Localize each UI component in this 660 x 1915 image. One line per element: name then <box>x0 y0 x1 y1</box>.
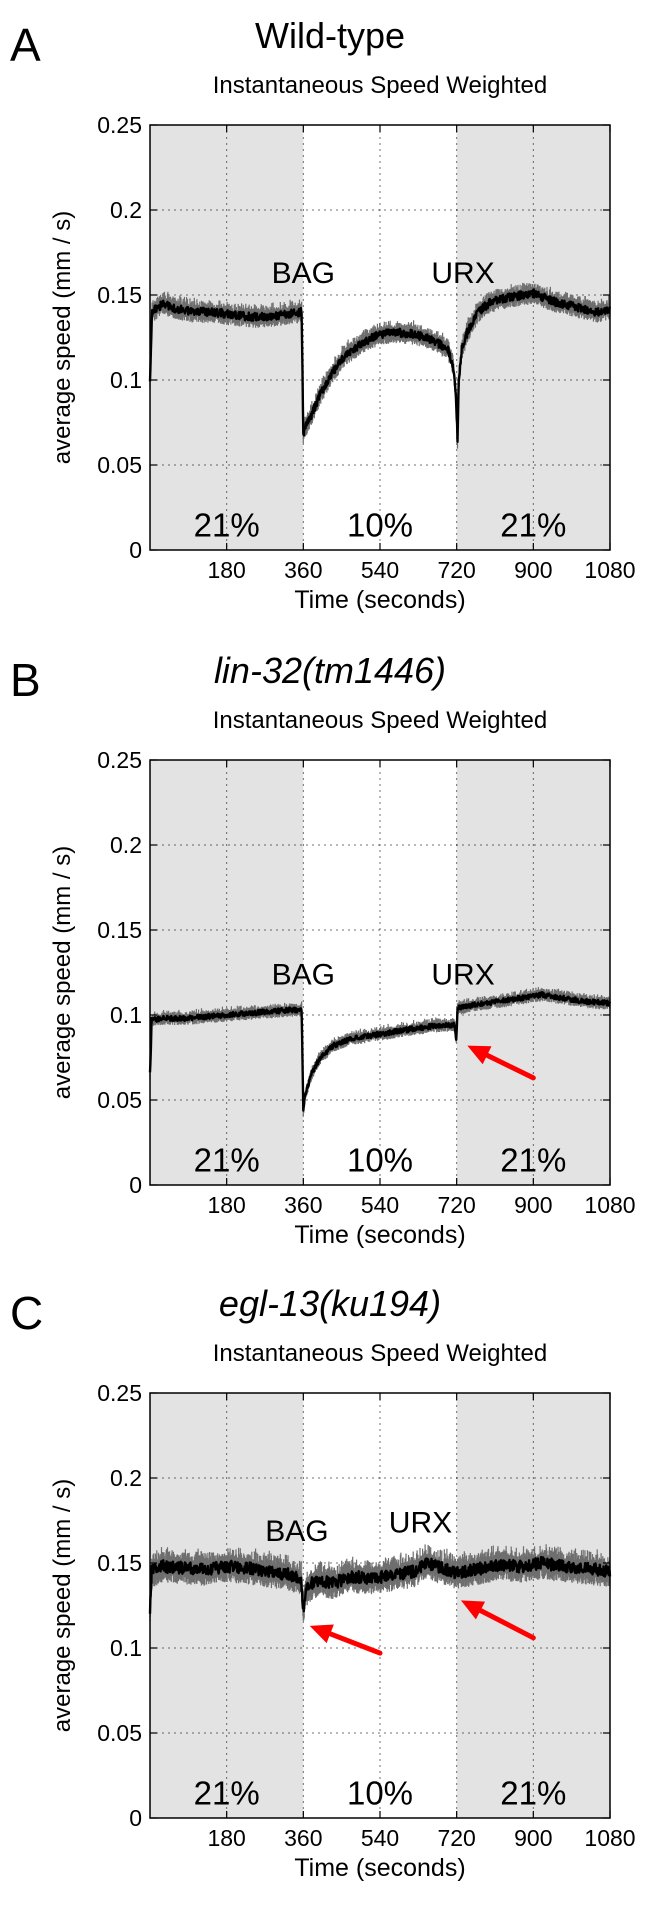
plot-title: Instantaneous Speed Weighted <box>212 1340 548 1367</box>
y-tick-label: 0.1 <box>110 1002 142 1028</box>
red-arrow <box>309 1624 383 1656</box>
x-tick-label: 1080 <box>584 557 635 583</box>
oxygen-label: 21% <box>194 1774 260 1811</box>
arrow-head <box>309 1624 334 1644</box>
oxygen-label: 10% <box>347 506 413 543</box>
x-tick-label: 360 <box>284 557 322 583</box>
oxygen-label: 21% <box>194 1141 260 1178</box>
y-tick-label: 0.2 <box>110 197 142 223</box>
y-tick-label: 0.25 <box>97 747 142 773</box>
x-axis-label: Time (seconds) <box>294 1221 465 1249</box>
y-axis-label: average speed (mm / s) <box>49 846 76 1099</box>
x-tick-label: 180 <box>207 557 245 583</box>
chart-svg: 180 360 540 720 900 1080 0 0.05 0.1 0.15 0.2 0.25 Ti… <box>49 112 636 614</box>
neuron-annotation: URX <box>431 257 494 290</box>
panel-letter: A <box>10 19 41 71</box>
x-tick-label: 720 <box>437 1825 475 1851</box>
speed-trace <box>148 288 612 443</box>
chart-panel-a: A Wild-type Instantaneous Speed Weighted… <box>0 0 660 620</box>
neuron-annotation: URX <box>431 958 494 991</box>
arrow-head <box>460 1600 486 1620</box>
oxygen-label: 21% <box>500 1774 566 1811</box>
panel-letter: C <box>10 1287 44 1339</box>
oxygen-label: 21% <box>500 1141 566 1178</box>
neuron-annotation: URX <box>389 1506 452 1539</box>
y-tick-label: 0.05 <box>97 1087 142 1113</box>
x-tick-label: 540 <box>361 1825 399 1851</box>
panel-heading: lin-32(tm1446) <box>213 650 447 691</box>
chart-svg: 180 360 540 720 900 1080 0 0.05 0.1 0.15 0.2 0.25 Ti… <box>49 1380 636 1882</box>
panel-letter: B <box>10 654 41 706</box>
arrow-shaft <box>327 1631 383 1656</box>
oxygen-label: 21% <box>194 506 260 543</box>
x-tick-label: 360 <box>284 1192 322 1218</box>
y-tick-label: 0.25 <box>97 1380 142 1406</box>
arrow-head <box>467 1045 492 1065</box>
speed-trace <box>148 1555 612 1614</box>
x-axis-label: Time (seconds) <box>294 1854 465 1882</box>
x-tick-label: 900 <box>514 557 552 583</box>
chart-svg: 180 360 540 720 900 1080 0 0.05 0.1 0.15 0.2 0.25 Ti… <box>49 747 636 1249</box>
x-tick-label: 1080 <box>584 1825 635 1851</box>
x-tick-label: 720 <box>437 557 475 583</box>
x-tick-label: 540 <box>361 1192 399 1218</box>
oxygen-label: 10% <box>347 1774 413 1811</box>
x-tick-label: 540 <box>361 557 399 583</box>
arrow-shaft <box>484 1052 536 1081</box>
plot-title: Instantaneous Speed Weighted <box>212 707 548 734</box>
y-tick-label: 0.15 <box>97 917 142 943</box>
y-axis-label: average speed (mm / s) <box>49 1479 76 1732</box>
y-tick-label: 0.1 <box>110 367 142 393</box>
arrow-shaft <box>477 1607 536 1641</box>
chart-panel-b: B lin-32(tm1446) Instantaneous Speed Wei… <box>0 635 660 1255</box>
x-tick-label: 900 <box>514 1192 552 1218</box>
speed-trace <box>148 991 612 1112</box>
plot-title: Instantaneous Speed Weighted <box>212 72 548 99</box>
neuron-annotation: BAG <box>265 1515 328 1548</box>
y-tick-label: 0.25 <box>97 112 142 138</box>
neuron-annotation: BAG <box>272 257 335 290</box>
y-tick-label: 0.15 <box>97 282 142 308</box>
red-arrow <box>467 1045 536 1081</box>
oxygen-label: 10% <box>347 1141 413 1178</box>
y-tick-label: 0.1 <box>110 1635 142 1661</box>
y-tick-label: 0.2 <box>110 1465 142 1491</box>
x-tick-label: 360 <box>284 1825 322 1851</box>
y-tick-label: 0 <box>129 1805 142 1831</box>
chart-panel-c: C egl-13(ku194) Instantaneous Speed Weig… <box>0 1268 660 1888</box>
y-tick-label: 0.15 <box>97 1550 142 1576</box>
oxygen-label: 21% <box>500 506 566 543</box>
neuron-annotation: BAG <box>272 958 335 991</box>
x-tick-label: 180 <box>207 1825 245 1851</box>
y-tick-label: 0.05 <box>97 452 142 478</box>
panel-heading: Wild-type <box>254 15 406 56</box>
y-tick-label: 0.05 <box>97 1720 142 1746</box>
x-tick-label: 180 <box>207 1192 245 1218</box>
x-tick-label: 720 <box>437 1192 475 1218</box>
panel-heading: egl-13(ku194) <box>218 1283 442 1324</box>
y-tick-label: 0.2 <box>110 832 142 858</box>
x-tick-label: 900 <box>514 1825 552 1851</box>
y-axis-label: average speed (mm / s) <box>49 211 76 464</box>
red-arrow <box>460 1600 536 1641</box>
y-tick-label: 0 <box>129 537 142 563</box>
x-axis-label: Time (seconds) <box>294 586 465 614</box>
y-tick-label: 0 <box>129 1172 142 1198</box>
x-tick-label: 1080 <box>584 1192 635 1218</box>
